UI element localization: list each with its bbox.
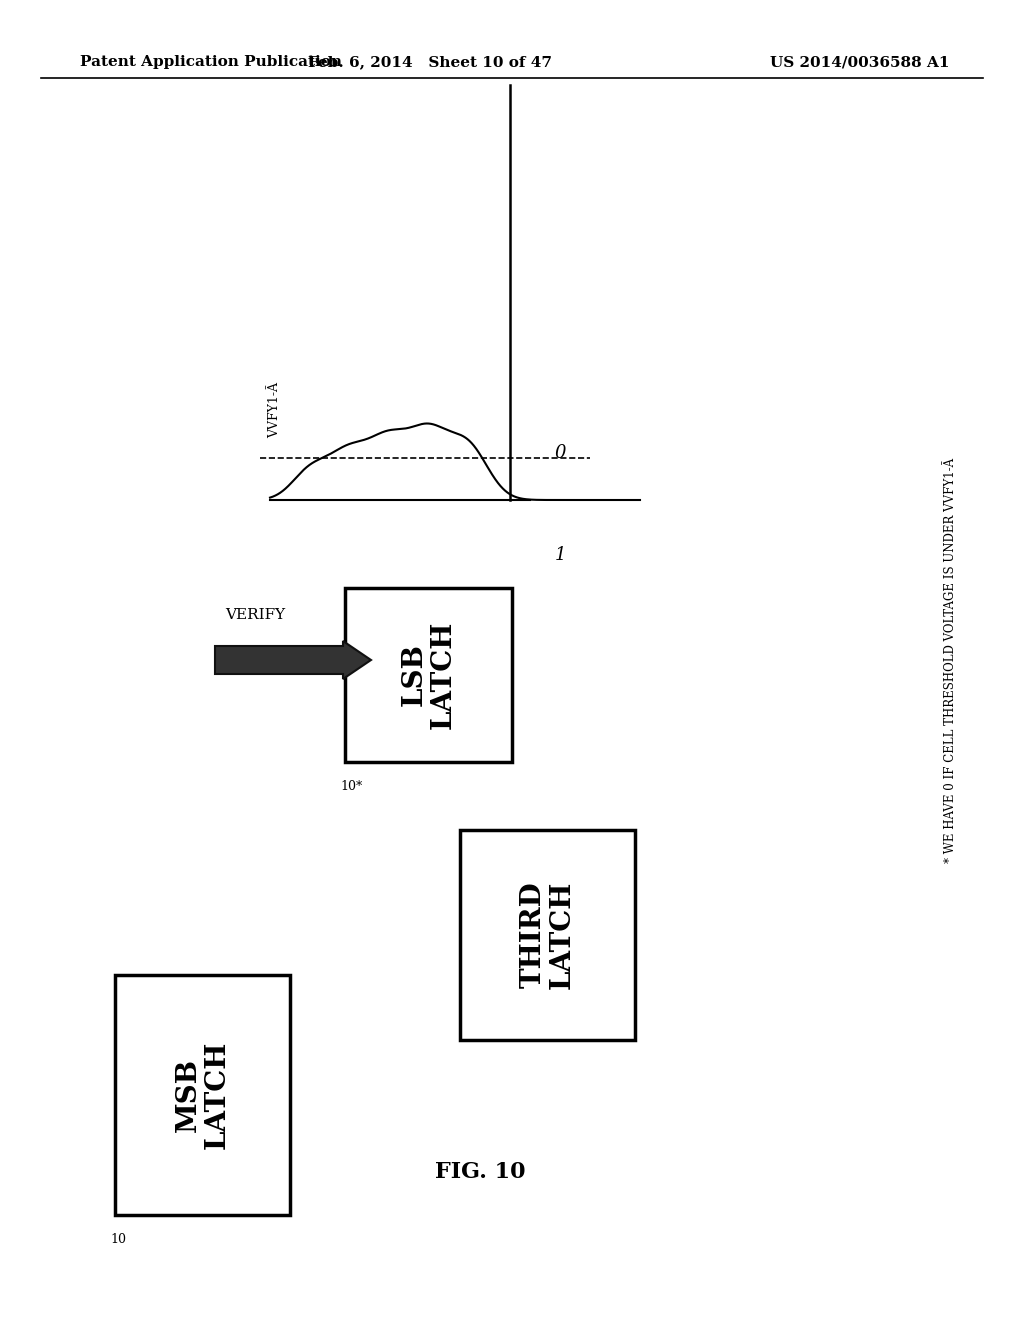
Text: 1: 1	[554, 546, 565, 564]
Text: * WE HAVE 0 IF CELL THRESHOLD VOLTAGE IS UNDER VVFY1-Ā: * WE HAVE 0 IF CELL THRESHOLD VOLTAGE IS…	[943, 458, 956, 862]
Text: US 2014/0036588 A1: US 2014/0036588 A1	[770, 55, 949, 69]
Text: 10: 10	[110, 1233, 126, 1246]
Text: LSB
LATCH: LSB LATCH	[400, 620, 457, 729]
Text: Feb. 6, 2014   Sheet 10 of 47: Feb. 6, 2014 Sheet 10 of 47	[308, 55, 552, 69]
Text: THIRD
LATCH: THIRD LATCH	[519, 880, 575, 989]
Text: 0: 0	[554, 444, 565, 462]
FancyArrow shape	[215, 642, 371, 678]
Text: 10*: 10*	[340, 780, 362, 793]
Text: Patent Application Publication: Patent Application Publication	[80, 55, 342, 69]
Text: VVFY1-Ā: VVFY1-Ā	[268, 381, 282, 438]
Bar	[460, 830, 635, 1040]
Text: FIG. 10: FIG. 10	[435, 1162, 525, 1183]
Text: MSB
LATCH: MSB LATCH	[174, 1040, 230, 1150]
Bar	[115, 975, 290, 1214]
Bar	[345, 587, 512, 762]
Text: VERIFY: VERIFY	[225, 609, 285, 622]
